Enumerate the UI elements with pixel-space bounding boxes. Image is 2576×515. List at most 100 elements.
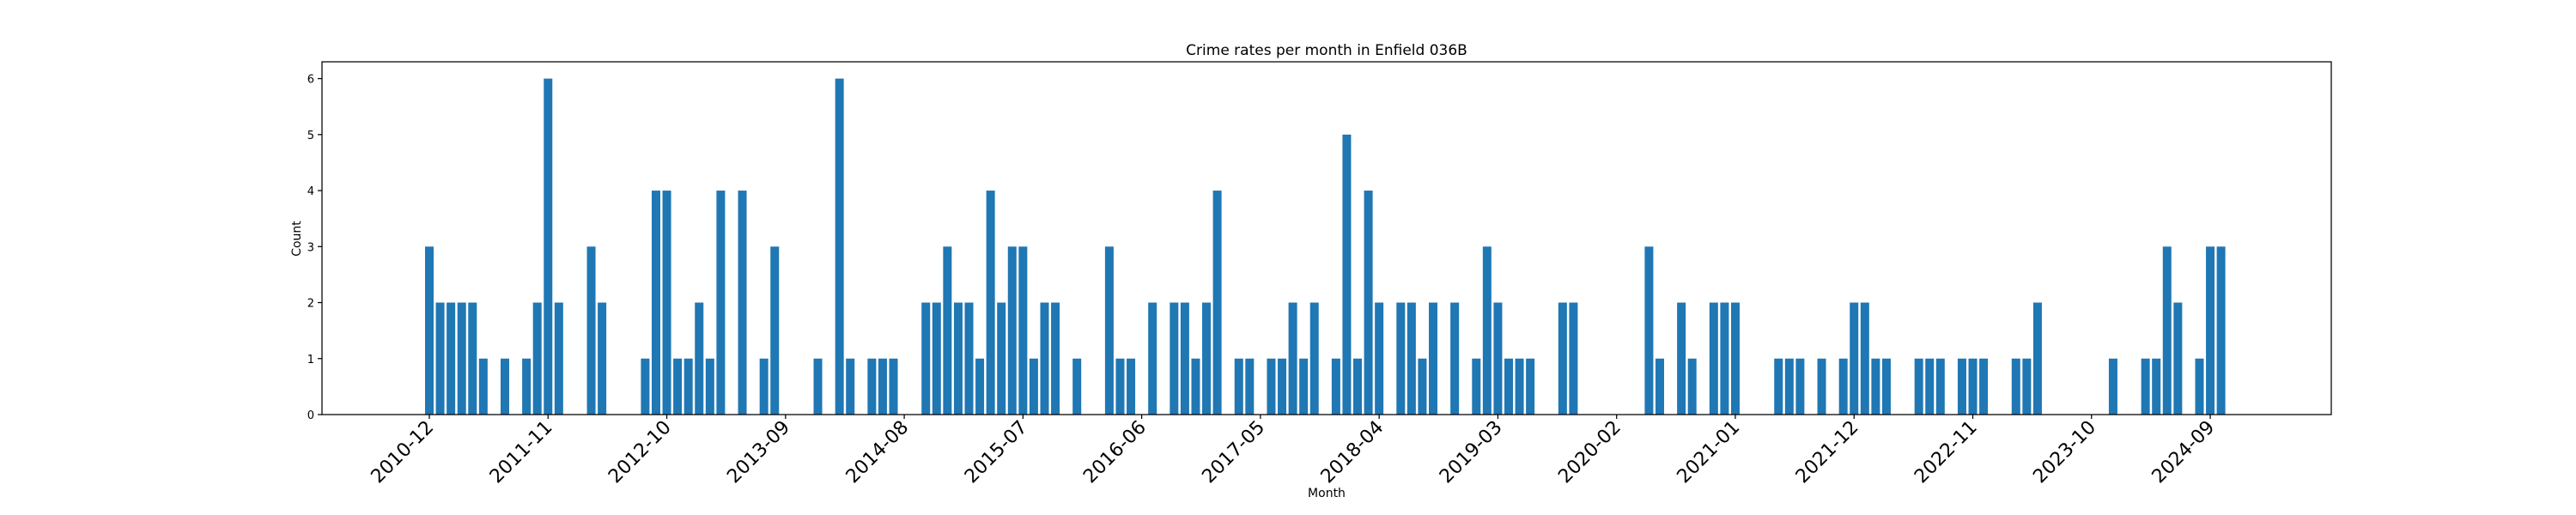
bar (1148, 302, 1157, 415)
bar (544, 78, 553, 415)
bar (522, 358, 532, 415)
x-tick-label: 2022-11 (1911, 417, 1982, 488)
bar (1979, 358, 1989, 415)
bar (1115, 358, 1125, 415)
bar (468, 302, 477, 415)
bar (1655, 358, 1664, 415)
bar (997, 302, 1006, 415)
bar (2152, 358, 2161, 415)
chart-title: Crime rates per month in Enfield 036B (1186, 42, 1467, 59)
bar (478, 358, 488, 415)
bar (1104, 246, 1114, 415)
bar (1881, 358, 1891, 415)
bar (1774, 358, 1783, 415)
bars-group (425, 78, 2226, 415)
bar (1072, 358, 1082, 415)
x-tick-label: 2016-06 (1079, 417, 1151, 488)
bar (1957, 358, 1966, 415)
bar (738, 191, 747, 415)
bar (457, 302, 466, 415)
bar (1288, 302, 1297, 415)
bar (683, 358, 693, 415)
bar (759, 358, 769, 415)
bar (1795, 358, 1805, 415)
bar (1925, 358, 1935, 415)
bar (1342, 134, 1352, 415)
bar (695, 302, 704, 415)
bar (1353, 358, 1363, 415)
bar (1784, 358, 1794, 415)
bar (1817, 358, 1826, 415)
bar (500, 358, 509, 415)
bar (1644, 246, 1654, 415)
y-tick-label: 3 (307, 241, 314, 254)
bar (1482, 246, 1492, 415)
bar (1180, 302, 1189, 415)
bar (1299, 358, 1309, 415)
bar (1526, 358, 1535, 415)
bar (2108, 358, 2117, 415)
bar (1709, 302, 1718, 415)
y-axis: 0 1 2 3 4 5 6 (307, 74, 322, 422)
bar (1191, 358, 1200, 415)
bar (1018, 246, 1028, 415)
bar (986, 191, 995, 415)
bar (813, 358, 823, 415)
bar (921, 302, 931, 415)
bar (1007, 246, 1017, 415)
bar (1309, 302, 1319, 415)
bar (2173, 302, 2183, 415)
bar (878, 358, 887, 415)
bar (1838, 358, 1848, 415)
bar (1687, 358, 1697, 415)
bar (705, 358, 714, 415)
bar (1418, 358, 1427, 415)
bar (1730, 302, 1740, 415)
bar (1515, 358, 1524, 415)
bar (447, 302, 456, 415)
bar (586, 246, 596, 415)
bar (770, 246, 780, 415)
bar (662, 191, 671, 415)
bar (2162, 246, 2172, 415)
x-axis-label: Month (1308, 487, 1346, 500)
bar (1245, 358, 1255, 415)
bar (2195, 358, 2204, 415)
bar (1127, 358, 1136, 415)
bar (1029, 358, 1038, 415)
bar (1504, 358, 1513, 415)
bar (1396, 302, 1406, 415)
bar (932, 302, 941, 415)
x-tick-label: 2015-07 (961, 417, 1032, 488)
x-tick-label: 2021-12 (1792, 417, 1863, 488)
bar (673, 358, 683, 415)
bar (1871, 358, 1880, 415)
x-tick-label: 2019-03 (1436, 417, 1507, 488)
bar (532, 302, 542, 415)
y-tick-label: 6 (307, 74, 314, 87)
bar (1850, 302, 1859, 415)
bar (1278, 358, 1287, 415)
x-tick-label: 2010-12 (368, 417, 439, 488)
x-tick-label: 2017-05 (1198, 417, 1269, 488)
bar (835, 78, 844, 415)
bar (2011, 358, 2020, 415)
bar (651, 191, 660, 415)
bar (1450, 302, 1460, 415)
bar (889, 358, 898, 415)
bar (943, 246, 952, 415)
x-tick-label: 2012-10 (605, 417, 676, 488)
bar (1170, 302, 1179, 415)
bar (1429, 302, 1438, 415)
x-tick-label: 2021-01 (1674, 417, 1745, 488)
bar (1493, 302, 1503, 415)
x-tick-label: 2024-09 (2148, 417, 2220, 488)
bar (2022, 358, 2032, 415)
bar (975, 358, 985, 415)
bar (1040, 302, 1049, 415)
bar (1860, 302, 1869, 415)
bar (1267, 358, 1276, 415)
bar (1935, 358, 1945, 415)
bar (1234, 358, 1243, 415)
bar (435, 302, 445, 415)
